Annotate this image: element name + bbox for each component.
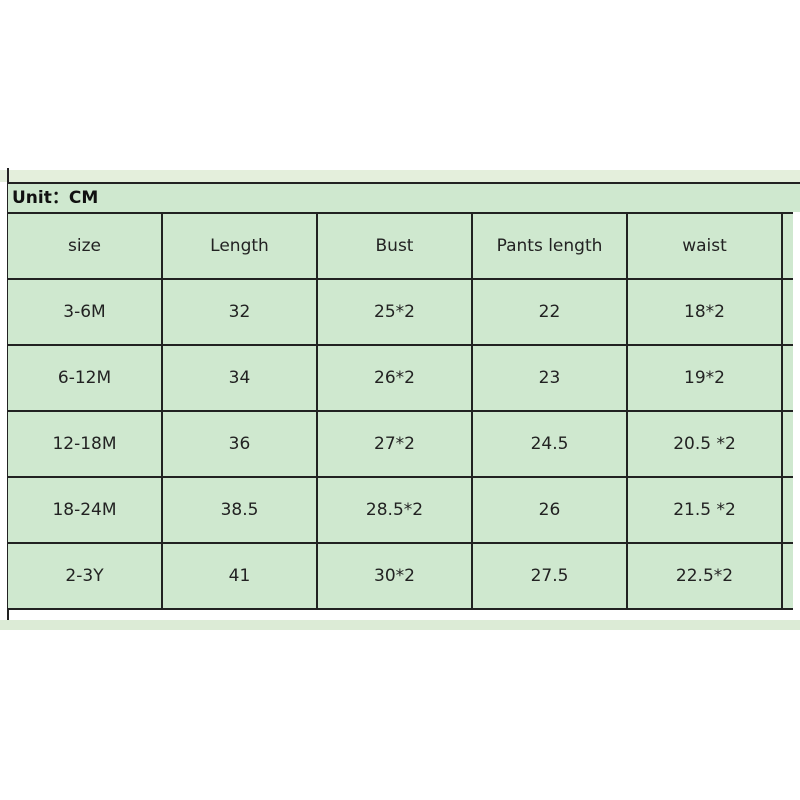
table-row: 18-24M 38.5 28.5*2 26 21.5 *2 [8,476,793,544]
size-chart-table: size Length Bust Pants length waist 3-6M… [8,212,793,610]
table-cell: 24.5 [471,410,628,478]
top-strip [0,170,800,182]
table-row: 12-18M 36 27*2 24.5 20.5 *2 [8,410,793,478]
table-cell: 22 [471,278,628,346]
table-cell: 19*2 [626,344,783,412]
cut-cell [781,212,793,280]
table-cell: 41 [161,542,318,610]
table-cell: 25*2 [316,278,473,346]
table-cell: 26*2 [316,344,473,412]
table-cell: 18-24M [8,476,163,544]
table-cell: 26 [471,476,628,544]
table-cell: 34 [161,344,318,412]
table-cell: 21.5 *2 [626,476,783,544]
cut-cell [781,278,793,346]
header-cell: waist [626,212,783,280]
table-cell: 27.5 [471,542,628,610]
table-row: 2-3Y 41 30*2 27.5 22.5*2 [8,542,793,610]
table-row: 6-12M 34 26*2 23 19*2 [8,344,793,412]
cut-cell [781,542,793,610]
cut-cell [781,344,793,412]
header-cell: Bust [316,212,473,280]
table-cell: 2-3Y [8,542,163,610]
unit-label: Unit：CM [8,182,800,212]
table-row: 3-6M 32 25*2 22 18*2 [8,278,793,346]
table-cell: 32 [161,278,318,346]
bottom-strip [0,620,800,630]
table-cell: 6-12M [8,344,163,412]
table-cell: 38.5 [161,476,318,544]
table-cell: 30*2 [316,542,473,610]
table-cell: 18*2 [626,278,783,346]
table-cell: 3-6M [8,278,163,346]
header-row: size Length Bust Pants length waist [8,212,793,280]
header-cell: Pants length [471,212,628,280]
table-cell: 22.5*2 [626,542,783,610]
table-cell: 36 [161,410,318,478]
table-cell: 20.5 *2 [626,410,783,478]
table-cell: 23 [471,344,628,412]
table-cell: 28.5*2 [316,476,473,544]
table-cell: 12-18M [8,410,163,478]
cut-cell [781,410,793,478]
header-cell: size [8,212,163,280]
table-cell: 27*2 [316,410,473,478]
cut-cell [781,476,793,544]
header-cell: Length [161,212,318,280]
